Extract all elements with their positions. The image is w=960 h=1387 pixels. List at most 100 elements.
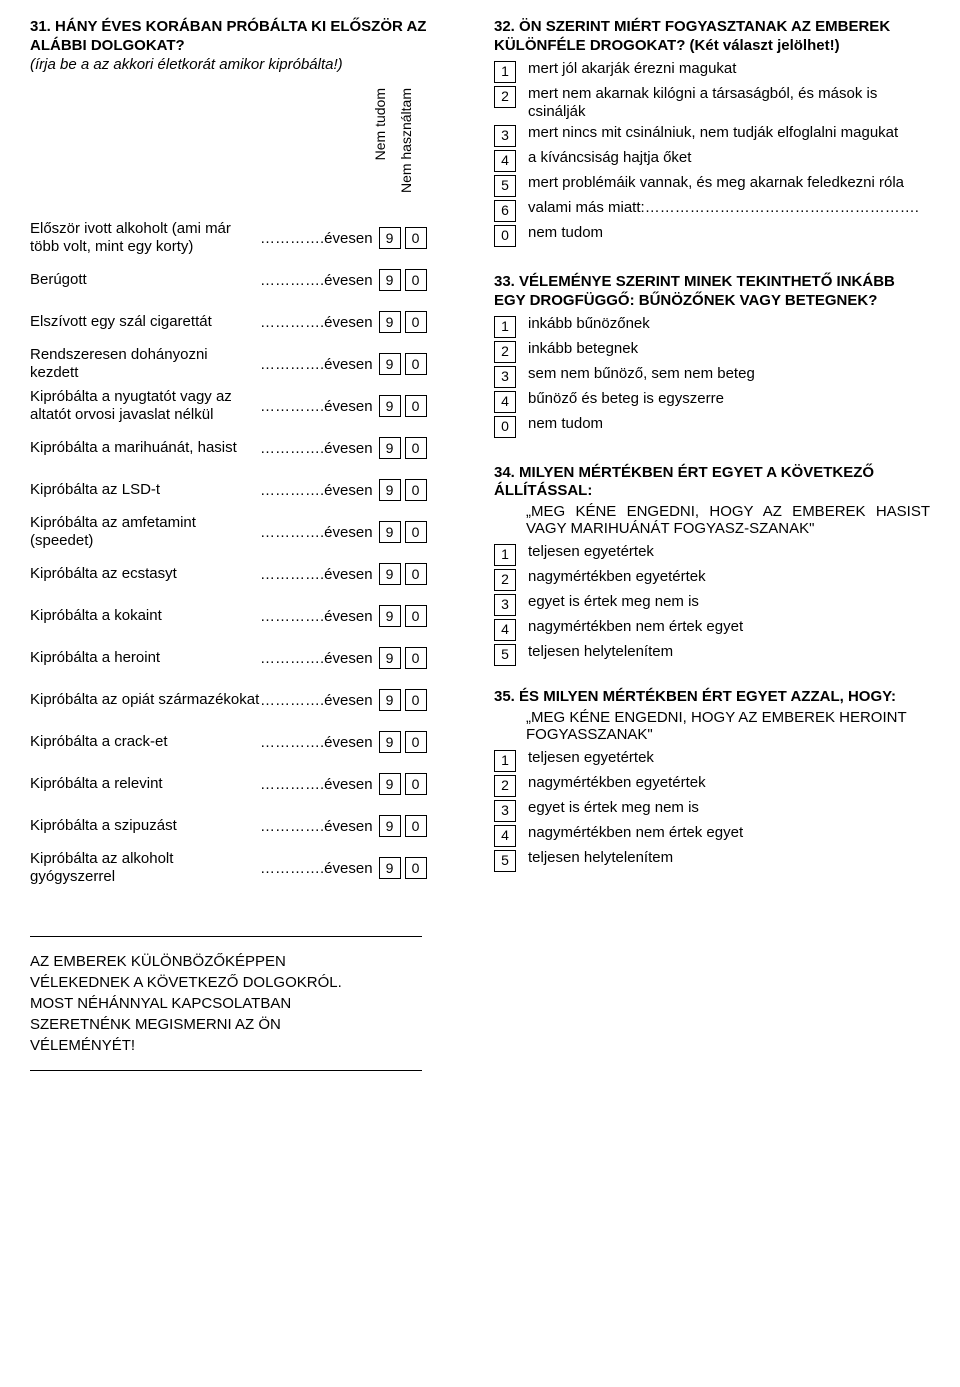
q31-boxes: 90 [379, 647, 439, 669]
q31-age-input[interactable]: ………….évesen [260, 230, 373, 247]
q31-age-input[interactable]: ………….évesen [260, 524, 373, 541]
q31-age-input[interactable]: ………….évesen [260, 440, 373, 457]
q31-age-input[interactable]: ………….évesen [260, 272, 373, 289]
q31-age-input[interactable]: ………….évesen [260, 692, 373, 709]
q34-option-box[interactable]: 1 [494, 544, 516, 566]
q31-box-0[interactable]: 0 [405, 395, 427, 417]
q35-option-box[interactable]: 4 [494, 825, 516, 847]
q31-box-9[interactable]: 9 [379, 857, 401, 879]
q31-box-0[interactable]: 0 [405, 563, 427, 585]
q31-age-input[interactable]: ………….évesen [260, 356, 373, 373]
q31-row-label: Kipróbálta a heroint [30, 649, 260, 667]
q31-box-9[interactable]: 9 [379, 395, 401, 417]
q31-box-9[interactable]: 9 [379, 773, 401, 795]
q31-box-9[interactable]: 9 [379, 647, 401, 669]
q31-box-0[interactable]: 0 [405, 689, 427, 711]
q31-boxes: 90 [379, 269, 439, 291]
q31-age-input[interactable]: ………….évesen [260, 776, 373, 793]
q31-box-0[interactable]: 0 [405, 311, 427, 333]
q35-option-box[interactable]: 3 [494, 800, 516, 822]
q31-box-0[interactable]: 0 [405, 605, 427, 627]
q33-option-box[interactable]: 2 [494, 341, 516, 363]
q31-box-9[interactable]: 9 [379, 563, 401, 585]
q32-option: 2mert nem akarnak kilógni a társaságból,… [494, 85, 930, 123]
q31-row: Kipróbálta a heroint………….évesen 90 [30, 638, 466, 678]
q34-option-box[interactable]: 5 [494, 644, 516, 666]
q35-option-box[interactable]: 5 [494, 850, 516, 872]
q31-age-input[interactable]: ………….évesen [260, 734, 373, 751]
q34-number: 34. [494, 464, 515, 481]
q31-box-0[interactable]: 0 [405, 227, 427, 249]
q35-option-box[interactable]: 1 [494, 750, 516, 772]
q33-option-box[interactable]: 3 [494, 366, 516, 388]
q31-box-9[interactable]: 9 [379, 479, 401, 501]
bottom-line-2: VÉLEKEDNEK A KÖVETKEZŐ DOLGOKRÓL. [30, 972, 466, 993]
q32-option-box[interactable]: 5 [494, 175, 516, 197]
q31-box-0[interactable]: 0 [405, 815, 427, 837]
q34-option-box[interactable]: 2 [494, 569, 516, 591]
q33-option: 3sem nem bűnöző, sem nem beteg [494, 365, 930, 388]
q34-option-label: nagymértékben egyetértek [528, 568, 930, 587]
q33-option: 1inkább bűnözőnek [494, 315, 930, 338]
q31-boxes: 90 [379, 479, 439, 501]
q31-age-input[interactable]: ………….évesen [260, 398, 373, 415]
q33-option-box[interactable]: 0 [494, 416, 516, 438]
q31-box-0[interactable]: 0 [405, 857, 427, 879]
q32-option-box[interactable]: 4 [494, 150, 516, 172]
q33-option-label: bűnöző és beteg is egyszerre [528, 390, 930, 409]
q31-box-0[interactable]: 0 [405, 773, 427, 795]
q31-age-input[interactable]: ………….évesen [260, 818, 373, 835]
q31-box-0[interactable]: 0 [405, 437, 427, 459]
q31-box-9[interactable]: 9 [379, 731, 401, 753]
q31-age-input[interactable]: ………….évesen [260, 650, 373, 667]
q34-option-box[interactable]: 3 [494, 594, 516, 616]
q33-option-box[interactable]: 1 [494, 316, 516, 338]
bottom-line-1: AZ EMBEREK KÜLÖNBÖZŐKÉPPEN [30, 951, 466, 972]
q31-box-9[interactable]: 9 [379, 437, 401, 459]
q31-boxes: 90 [379, 773, 439, 795]
q32-note: (Két választ jelölhet!) [685, 37, 839, 54]
q31-row: Kipróbálta az LSD-t………….évesen90 [30, 470, 466, 510]
q32-option-label: nem tudom [528, 224, 930, 243]
bottom-line-4: SZERETNÉNK MEGISMERNI AZ ÖN [30, 1014, 466, 1035]
q31-box-0[interactable]: 0 [405, 647, 427, 669]
q31-age-input[interactable]: ………….évesen [260, 566, 373, 583]
q32-option-box[interactable]: 0 [494, 225, 516, 247]
q31-box-9[interactable]: 9 [379, 269, 401, 291]
q31-row: Kipróbálta a relevint………….évesen 90 [30, 764, 466, 804]
q31-number: 31. [30, 18, 51, 35]
q33-option-box[interactable]: 4 [494, 391, 516, 413]
q31-box-9[interactable]: 9 [379, 605, 401, 627]
q31-age-input[interactable]: ………….évesen [260, 608, 373, 625]
q31-box-0[interactable]: 0 [405, 479, 427, 501]
q31-box-9[interactable]: 9 [379, 689, 401, 711]
q33-option-label: nem tudom [528, 415, 930, 434]
q32-title: 32. ÖN SZERINT MIÉRT FOGYASZTANAK AZ EMB… [494, 18, 930, 56]
q31-row-label: Kipróbálta a relevint [30, 775, 260, 793]
q35-option-box[interactable]: 2 [494, 775, 516, 797]
q32-option-box[interactable]: 6 [494, 200, 516, 222]
q31-box-0[interactable]: 0 [405, 731, 427, 753]
q32-option-box[interactable]: 1 [494, 61, 516, 83]
q34-option-box[interactable]: 4 [494, 619, 516, 641]
page: 31. HÁNY ÉVES KORÁBAN PRÓBÁLTA KI ELŐSZÖ… [30, 18, 930, 1085]
q34-option-label: teljesen egyetértek [528, 543, 930, 562]
q31-box-9[interactable]: 9 [379, 227, 401, 249]
q32-option-box[interactable]: 2 [494, 86, 516, 108]
q31-box-9[interactable]: 9 [379, 353, 401, 375]
q31-box-9[interactable]: 9 [379, 815, 401, 837]
q31-box-0[interactable]: 0 [405, 521, 427, 543]
q33-option: 4 bűnöző és beteg is egyszerre [494, 390, 930, 413]
q31-row-label: Kipróbálta az opiát származékokat [30, 691, 260, 709]
q31-box-0[interactable]: 0 [405, 269, 427, 291]
q32-option: 1mert jól akarják érezni magukat [494, 60, 930, 83]
q31-age-input[interactable]: ………….évesen [260, 314, 373, 331]
q31-age-input[interactable]: ………….évesen [260, 482, 373, 499]
q32-option-box[interactable]: 3 [494, 125, 516, 147]
q31-box-9[interactable]: 9 [379, 521, 401, 543]
q31-box-0[interactable]: 0 [405, 353, 427, 375]
q31-age-input[interactable]: ………….évesen [260, 860, 373, 877]
q31-box-9[interactable]: 9 [379, 311, 401, 333]
q35: 35. ÉS MILYEN MÉRTÉKBEN ÉRT EGYET AZZAL,… [494, 688, 930, 872]
q31-boxes: 90 [379, 689, 439, 711]
